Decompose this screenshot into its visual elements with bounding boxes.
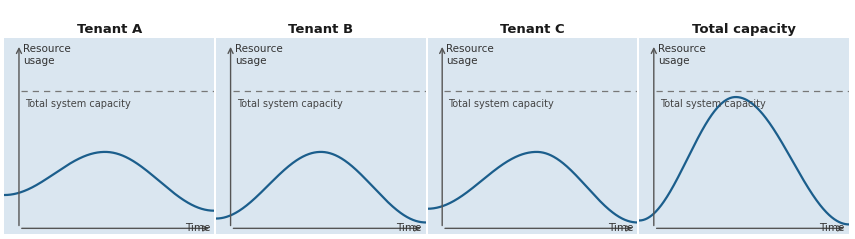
Text: Time: Time (397, 223, 422, 233)
Text: Time: Time (185, 223, 210, 233)
Title: Tenant C: Tenant C (500, 23, 565, 36)
Text: Resource
usage: Resource usage (446, 44, 494, 66)
Title: Tenant A: Tenant A (77, 23, 142, 36)
Text: Resource
usage: Resource usage (23, 44, 71, 66)
Text: Total system capacity: Total system capacity (237, 99, 343, 109)
Text: Time: Time (820, 223, 845, 233)
Title: Total capacity: Total capacity (693, 23, 796, 36)
Text: Total system capacity: Total system capacity (449, 99, 554, 109)
Text: Total system capacity: Total system capacity (26, 99, 131, 109)
Text: Resource
usage: Resource usage (235, 44, 282, 66)
Text: Total system capacity: Total system capacity (660, 99, 766, 109)
Title: Tenant B: Tenant B (288, 23, 353, 36)
Text: Time: Time (608, 223, 634, 233)
Text: Resource
usage: Resource usage (658, 44, 705, 66)
